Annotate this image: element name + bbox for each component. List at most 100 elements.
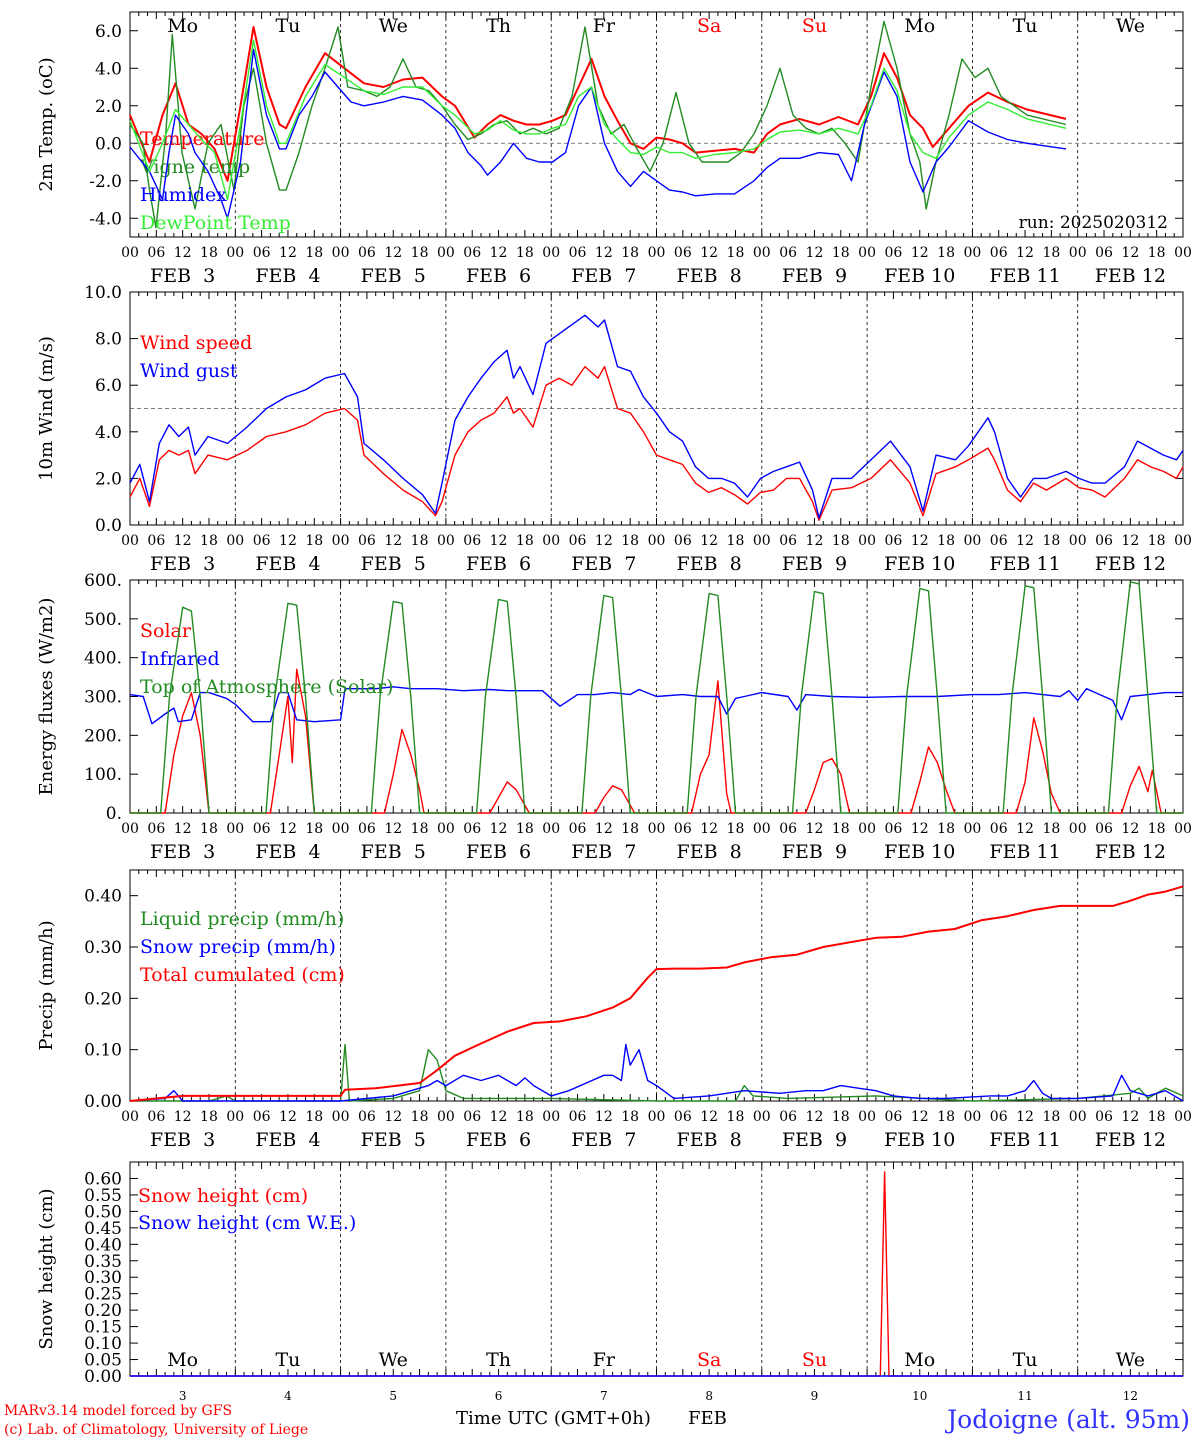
- hour-tick-label: 06: [253, 533, 271, 549]
- hour-tick-label: 06: [990, 821, 1008, 837]
- hour-tick-label: 12: [1121, 1109, 1139, 1125]
- hour-tick-label: 06: [779, 245, 797, 261]
- y-tick-label: 500.: [84, 610, 122, 630]
- series-line-vigne-temp: [129, 20, 1067, 229]
- hour-tick-label: 18: [516, 533, 534, 549]
- date-label: FEB 5: [361, 1129, 426, 1151]
- hour-tick-label: 06: [358, 821, 376, 837]
- date-label: FEB 8: [677, 841, 742, 863]
- legend-entry: Liquid precip (mm/h): [140, 908, 344, 930]
- weekday-label: Mo: [904, 1349, 935, 1371]
- legend-entry: Wind gust: [140, 360, 238, 382]
- y-axis-title: Snow height (cm): [36, 1188, 57, 1349]
- hour-tick-label: 00: [332, 821, 350, 837]
- date-label: FEB 6: [466, 265, 531, 287]
- hour-tick-label: 12: [1016, 245, 1034, 261]
- weekday-label: Su: [802, 1349, 827, 1371]
- date-label: FEB 12: [1095, 841, 1166, 863]
- y-tick-label: 0.20: [84, 1301, 122, 1321]
- hour-tick-label: 12: [174, 1109, 192, 1125]
- y-tick-label: 300.: [84, 688, 122, 708]
- date-label: FEB 7: [571, 1129, 636, 1151]
- hour-tick-label: 18: [1042, 245, 1060, 261]
- hour-tick-label: 00: [753, 821, 771, 837]
- date-label: FEB 9: [782, 553, 847, 575]
- hour-tick-label: 18: [200, 533, 218, 549]
- date-label: FEB 11: [989, 1129, 1060, 1151]
- credit-line-1: MARv3.14 model forced by GFS: [4, 1403, 232, 1419]
- series-line-snow-precip-mm-h-: [129, 1043, 1184, 1102]
- hour-tick-label: 00: [1174, 533, 1192, 549]
- hour-tick-label: 12: [595, 1109, 613, 1125]
- hour-tick-label: 18: [727, 533, 745, 549]
- hour-tick-label: 12: [279, 821, 297, 837]
- hour-tick-label: 12: [279, 533, 297, 549]
- date-label: FEB 6: [466, 1129, 531, 1151]
- hour-tick-label: 06: [358, 245, 376, 261]
- y-tick-label: 2.0: [95, 97, 122, 117]
- hour-tick-label: 18: [1148, 1109, 1166, 1125]
- hour-tick-label: 06: [253, 245, 271, 261]
- y-axis-title: 2m Temp. (oC): [36, 57, 57, 191]
- y-tick-label: 0.30: [84, 938, 122, 958]
- hour-tick-label: 00: [121, 821, 139, 837]
- y-tick-label: 0.25: [84, 1285, 122, 1305]
- hour-tick-label: 12: [1121, 821, 1139, 837]
- date-label: FEB 11: [989, 841, 1060, 863]
- hour-tick-label: 18: [832, 533, 850, 549]
- hour-tick-label: 00: [226, 533, 244, 549]
- hour-tick-label: 06: [569, 821, 587, 837]
- hour-tick-label: 00: [542, 245, 560, 261]
- hour-tick-label: 00: [648, 245, 666, 261]
- hour-tick-label: 00: [858, 1109, 876, 1125]
- date-label: FEB 3: [150, 265, 215, 287]
- hour-tick-label: 18: [621, 821, 639, 837]
- hour-tick-label: 00: [332, 245, 350, 261]
- hour-tick-label: 18: [200, 245, 218, 261]
- x-axis-label: Time UTC (GMT+0h): [456, 1408, 651, 1429]
- location-label: Jodoigne (alt. 95m): [944, 1405, 1190, 1434]
- y-tick-label: 100.: [84, 765, 122, 785]
- hour-tick-label: 12: [700, 533, 718, 549]
- hour-tick-label: 12: [490, 245, 508, 261]
- hour-tick-label: 12: [490, 533, 508, 549]
- hour-tick-label: 06: [569, 245, 587, 261]
- hour-tick-label: 00: [542, 533, 560, 549]
- hour-tick-label: 06: [253, 1109, 271, 1125]
- hour-tick-label: 00: [963, 245, 981, 261]
- series-line-top-of-atmosphere-solar-: [130, 581, 1183, 814]
- series-line-humidex: [129, 48, 1067, 220]
- weekday-label: Tu: [1013, 15, 1038, 37]
- y-tick-label: 0.0: [95, 516, 122, 536]
- series-line-dewpoint-temp: [129, 39, 1067, 201]
- hour-tick-label: 00: [963, 821, 981, 837]
- hour-tick-label: 18: [621, 533, 639, 549]
- y-tick-label: -4.0: [89, 209, 122, 229]
- date-label: FEB 8: [677, 1129, 742, 1151]
- y-tick-label: 400.: [84, 649, 122, 669]
- panel-5: 0.000.050.100.150.200.250.300.350.400.45…: [36, 1161, 1184, 1403]
- date-label: FEB 11: [989, 553, 1060, 575]
- date-label: FEB 7: [571, 841, 636, 863]
- y-axis-title: Energy fluxes (W/m2): [36, 598, 57, 796]
- hour-tick-label: 06: [463, 821, 481, 837]
- legend-entry: Wind speed: [140, 332, 252, 354]
- hour-tick-label: 06: [358, 533, 376, 549]
- hour-tick-label: 00: [332, 1109, 350, 1125]
- hour-tick-label: 18: [1148, 533, 1166, 549]
- date-label: FEB 9: [782, 1129, 847, 1151]
- date-label: FEB 6: [466, 553, 531, 575]
- hour-tick-label: 00: [542, 821, 560, 837]
- date-label: FEB 7: [571, 553, 636, 575]
- hour-tick-label: 12: [700, 821, 718, 837]
- date-label: FEB 6: [466, 841, 531, 863]
- hour-tick-label: 18: [411, 245, 429, 261]
- weekday-label: Tu: [275, 1349, 300, 1371]
- hour-tick-label: 12: [806, 533, 824, 549]
- weekday-label: Fr: [593, 15, 616, 37]
- date-label: FEB 3: [150, 553, 215, 575]
- legend-entry: Top of Atmosphere (Solar): [140, 676, 393, 698]
- hour-tick-label: 18: [411, 533, 429, 549]
- hour-tick-label: 06: [1095, 1109, 1113, 1125]
- hour-tick-label: 12: [384, 533, 402, 549]
